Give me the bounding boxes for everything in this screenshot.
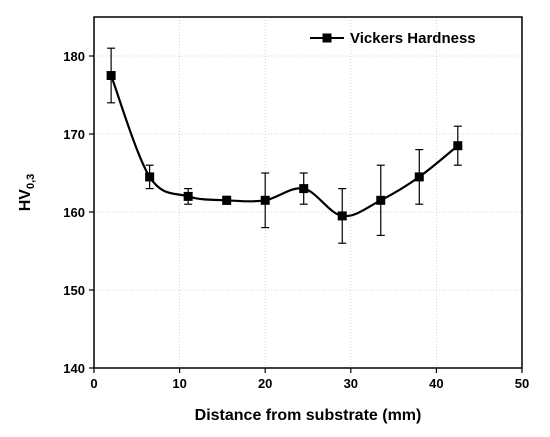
legend: Vickers Hardness <box>310 30 476 47</box>
data-point <box>299 184 309 194</box>
series <box>106 47 463 244</box>
data-point <box>106 71 116 80</box>
x-tick-label: 50 <box>515 376 529 391</box>
series-line <box>110 75 459 218</box>
x-tick-label: 30 <box>344 376 358 391</box>
plot-frame <box>93 16 523 369</box>
x-tick-label: 0 <box>90 376 97 391</box>
y-axis-label-sub: 0,3 <box>25 174 37 189</box>
data-point <box>414 172 424 182</box>
y-tick-label: 160 <box>63 205 85 220</box>
x-axis-label: Distance from substrate (mm) <box>195 407 422 424</box>
x-tick-label: 40 <box>429 376 443 391</box>
data-point <box>222 195 232 205</box>
y-axis-label-main: HV <box>17 189 34 212</box>
data-point <box>260 195 270 205</box>
data-point <box>376 195 386 205</box>
legend-marker <box>322 33 332 43</box>
ticks: 0 10 20 30 40 50 140 150 160 170 180 <box>63 49 529 391</box>
y-tick-label: 170 <box>63 127 85 142</box>
y-axis-label: HV0,3 <box>17 174 37 212</box>
grid <box>94 17 522 368</box>
y-tick-label: 150 <box>63 283 85 298</box>
legend-label: Vickers Hardness <box>350 30 476 47</box>
y-tick-label: 180 <box>63 49 85 64</box>
y-tick-label: 140 <box>63 361 85 376</box>
data-point <box>183 191 193 201</box>
x-tick-label: 20 <box>258 376 272 391</box>
data-point <box>145 172 155 182</box>
x-tick-label: 10 <box>172 376 186 391</box>
data-point <box>453 141 463 151</box>
data-point <box>337 211 347 221</box>
